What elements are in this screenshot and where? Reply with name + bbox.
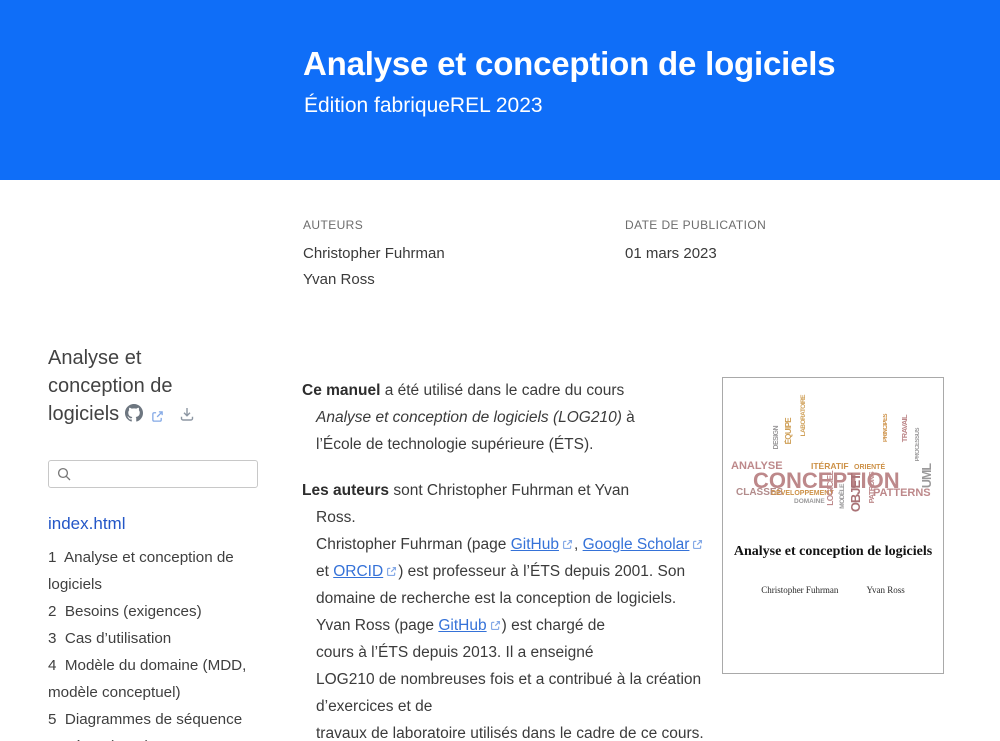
external-link-icon	[693, 539, 703, 550]
cover-word: ANALYSE	[731, 460, 783, 472]
cover-word: DESIGN	[773, 426, 780, 450]
github-repo-link[interactable]	[124, 402, 166, 430]
orcid-link[interactable]: ORCID	[333, 563, 384, 580]
sidebar-index-link[interactable]: index.html	[48, 514, 126, 533]
cover-word: UML	[920, 464, 934, 489]
sidebar-item[interactable]: 4 Modèle du domaine (MDD, modèle concept…	[48, 657, 251, 701]
search-box	[48, 460, 258, 488]
cover-title: Analyse et conception de logiciels	[733, 544, 933, 559]
publication-date-value: 01 mars 2023	[625, 245, 717, 262]
cover-word: LABORATOIRE	[800, 395, 807, 437]
external-link-icon	[387, 566, 397, 577]
sidebar-nav: 1 Analyse et conception de logiciels 2 Be…	[48, 544, 248, 741]
cover-word: ÉQUIPE	[784, 418, 793, 445]
cover-word: CLASSES	[736, 487, 784, 498]
sidebar-item[interactable]: 5 Diagrammes de séquence système (DSS)	[48, 711, 243, 741]
cover-authors: Christopher Fuhrman Yvan Ross	[723, 577, 943, 604]
main-content: ANALYSE CONCEPTION ITÉRATIF ORIENTÉ CLASSES D…	[302, 377, 944, 741]
external-link-icon	[152, 411, 164, 422]
cover-word: ITÉRATIF	[811, 461, 849, 471]
cover-word: DOMAINE	[794, 498, 825, 505]
paragraph-about-authors: Les auteurs sont Christopher Fuhrman et …	[302, 482, 704, 741]
cover-word: PATRONS	[867, 472, 876, 504]
author-name: Christopher Fuhrman	[303, 245, 445, 262]
page-title: Analyse et conception de logiciels	[303, 45, 836, 82]
external-link-icon	[490, 620, 500, 631]
github-fuhrman-link[interactable]: GitHub	[510, 536, 559, 553]
sidebar-item[interactable]: 3 Cas d’utilisation	[48, 630, 172, 647]
cover-word: LOGICIEL	[825, 471, 835, 506]
cover-author-name: Christopher Fuhrman	[761, 585, 839, 595]
authors-block: AUTEURS Christopher Fuhrman Yvan Ross	[303, 218, 445, 293]
cover-word: PRINCIPES	[883, 414, 889, 443]
authors-label: AUTEURS	[303, 218, 364, 232]
google-scholar-link[interactable]: Google Scholar	[582, 536, 690, 553]
cover-word: MODÈLE	[839, 484, 846, 509]
cover-word: PROCESSUS	[915, 428, 921, 462]
page-header: Analyse et conception de logiciels Éditi…	[0, 0, 1000, 180]
cover-word: DÉVELOPPEMENT	[771, 490, 834, 497]
publication-date-label: DATE DE PUBLICATION	[625, 218, 767, 232]
paragraph-about-book: Ce manuel a été utilisé dans le cadre du…	[302, 382, 635, 453]
download-icon	[180, 408, 194, 421]
sidebar: Analyse et conception de logiciels index…	[48, 344, 260, 741]
cover-word: OBJET	[848, 474, 863, 513]
page-subtitle: Édition fabriqueREL 2023	[304, 94, 543, 117]
sidebar-item[interactable]: 1 Analyse et conception de logiciels	[48, 549, 238, 593]
search-icon	[57, 467, 71, 481]
sidebar-book-title: Analyse et conception de logiciels	[48, 344, 223, 430]
external-link-icon	[562, 539, 572, 550]
github-ross-link[interactable]: GitHub	[438, 617, 487, 634]
cover-word: CONCEPTION	[753, 468, 900, 493]
publication-date-block: DATE DE PUBLICATION 01 mars 2023	[625, 218, 766, 267]
cover-word: ORIENTÉ	[854, 464, 886, 471]
search-input[interactable]	[78, 465, 249, 483]
sidebar-item[interactable]: 2 Besoins (exigences)	[48, 603, 202, 620]
github-icon	[124, 404, 143, 422]
cover-author-name: Yvan Ross	[866, 585, 905, 595]
cover-word: PATTERNS	[873, 487, 931, 499]
book-cover-image: ANALYSE CONCEPTION ITÉRATIF ORIENTÉ CLASSES D…	[722, 377, 944, 674]
download-button[interactable]	[179, 402, 195, 430]
author-name: Yvan Ross	[303, 271, 375, 288]
cover-word: TRAVAIL	[900, 415, 909, 443]
